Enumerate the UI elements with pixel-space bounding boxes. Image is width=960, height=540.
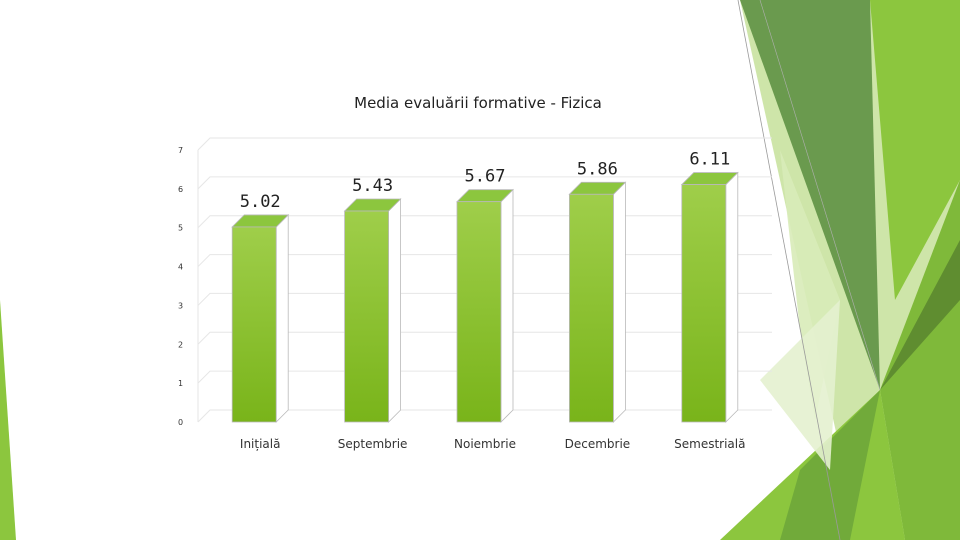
bar-front-face (569, 193, 614, 423)
deco-facet-4 (880, 180, 960, 540)
bars (231, 171, 739, 423)
data-label: 5.67 (465, 167, 506, 187)
chart-title: Media evaluării formative - Fizica (354, 94, 602, 112)
y-tick-label: 4 (178, 263, 183, 272)
gridline (197, 176, 772, 190)
y-tick-label: 6 (178, 185, 183, 194)
x-tick-label: Septembrie (338, 437, 408, 451)
data-label: 5.86 (577, 159, 618, 179)
y-tick-label: 0 (178, 418, 183, 427)
data-label: 5.43 (352, 176, 393, 196)
bar-side-face (275, 213, 289, 423)
y-tick-label: 7 (178, 146, 183, 155)
bar-side-face (613, 181, 626, 423)
bar (568, 181, 627, 423)
bar (680, 171, 739, 423)
bar-side-face (500, 188, 514, 423)
bar-front-face (681, 184, 727, 423)
x-tick-label: Decembrie (565, 437, 631, 451)
bar-front-face (456, 201, 502, 423)
data-label: 5.02 (240, 192, 281, 212)
deco-facet-3 (870, 0, 960, 300)
bar-side-face (725, 171, 739, 423)
y-tick-label: 2 (178, 340, 183, 349)
x-axis-labels: Inițială Septembrie Noiembrie Decembrie Seme… (240, 437, 746, 451)
deco-facet-9 (760, 300, 840, 470)
deco-line-2 (759, 0, 881, 391)
bar-front-face (231, 226, 277, 423)
deco-left-sliver (0, 300, 16, 540)
deco-line-1 (737, 0, 841, 540)
data-labels: 5.02 5.43 5.67 5.86 6.11 (240, 150, 731, 212)
gridline (197, 137, 772, 151)
bar (343, 198, 402, 423)
y-tick-label: 5 (178, 224, 183, 233)
x-tick-label: Inițială (240, 437, 281, 451)
y-tick-label: 1 (178, 379, 183, 388)
deco-facet-5 (880, 240, 960, 390)
bar-side-face (388, 198, 402, 423)
bar (456, 188, 514, 423)
data-label: 6.11 (689, 150, 730, 170)
y-axis: 0 1 2 3 4 5 6 7 (178, 146, 199, 427)
y-tick-label: 3 (178, 301, 183, 310)
x-tick-label: Noiembrie (454, 437, 516, 451)
bar (231, 213, 290, 423)
x-tick-label: Semestrială (674, 437, 745, 451)
deco-facet-2 (740, 0, 880, 390)
bar-front-face (344, 210, 390, 423)
